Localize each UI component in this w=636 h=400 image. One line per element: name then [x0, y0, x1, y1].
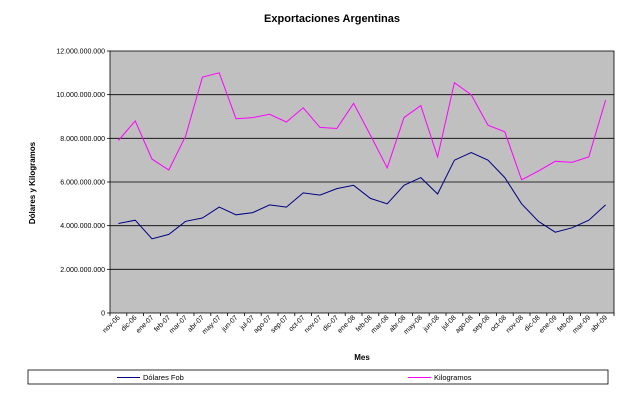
x-axis-title: Mes: [354, 353, 370, 362]
x-tick-label: nov-08: [505, 314, 525, 334]
x-tick-label: mar-08: [370, 314, 391, 335]
x-tick-label: jun-08: [422, 314, 441, 333]
x-tick-label: may-07: [201, 314, 223, 336]
legend: Dólares Fob Kilogramos: [27, 369, 609, 385]
x-tick-label: ene-08: [337, 314, 357, 334]
legend-label-dolares: Dólares Fob: [143, 373, 184, 382]
legend-box: [27, 369, 609, 385]
x-tick-label: sep-08: [471, 314, 491, 334]
x-tick-label: may-08: [403, 314, 425, 336]
x-tick-label: sep-07: [270, 314, 290, 334]
y-tick-label: 10.000.000.000: [56, 92, 105, 99]
y-axis-title: Dólares y Kilogramos: [28, 141, 37, 224]
x-tick-label: jun-07: [220, 314, 239, 333]
y-tick-label: 12.000.000.000: [56, 49, 105, 56]
y-tick-label: 4.000.000.000: [60, 223, 105, 230]
y-tick-label: 2.000.000.000: [60, 267, 105, 274]
x-tick-label: ago-07: [253, 314, 273, 334]
y-axis-ticks: 0 2.000.000.000 4.000.000.000 6.000.000.000…: [56, 49, 110, 318]
x-tick-label: abr-09: [590, 314, 609, 333]
x-tick-label: ene-07: [135, 314, 155, 334]
x-tick-label: ago-08: [454, 314, 474, 334]
legend-label-kilogramos: Kilogramos: [434, 373, 472, 382]
x-tick-label: nov-07: [303, 314, 323, 334]
series-line-0: [118, 151, 606, 240]
x-tick-label: mar-07: [168, 314, 189, 335]
y-tick-label: 8.000.000.000: [60, 136, 105, 143]
series-lines: [118, 72, 607, 240]
y-tick-label: 6.000.000.000: [60, 180, 105, 187]
x-tick-label: ene-09: [538, 314, 558, 334]
grid-lines: [110, 94, 614, 270]
chart-title: Exportaciones Argentinas: [264, 13, 400, 25]
x-tick-label: mar-09: [572, 314, 593, 335]
series-line-1: [118, 72, 607, 181]
y-tick-label: 0: [101, 311, 105, 318]
x-axis-ticks: nov-06dic-06ene-07feb-07mar-07abr-07may-…: [102, 313, 615, 336]
